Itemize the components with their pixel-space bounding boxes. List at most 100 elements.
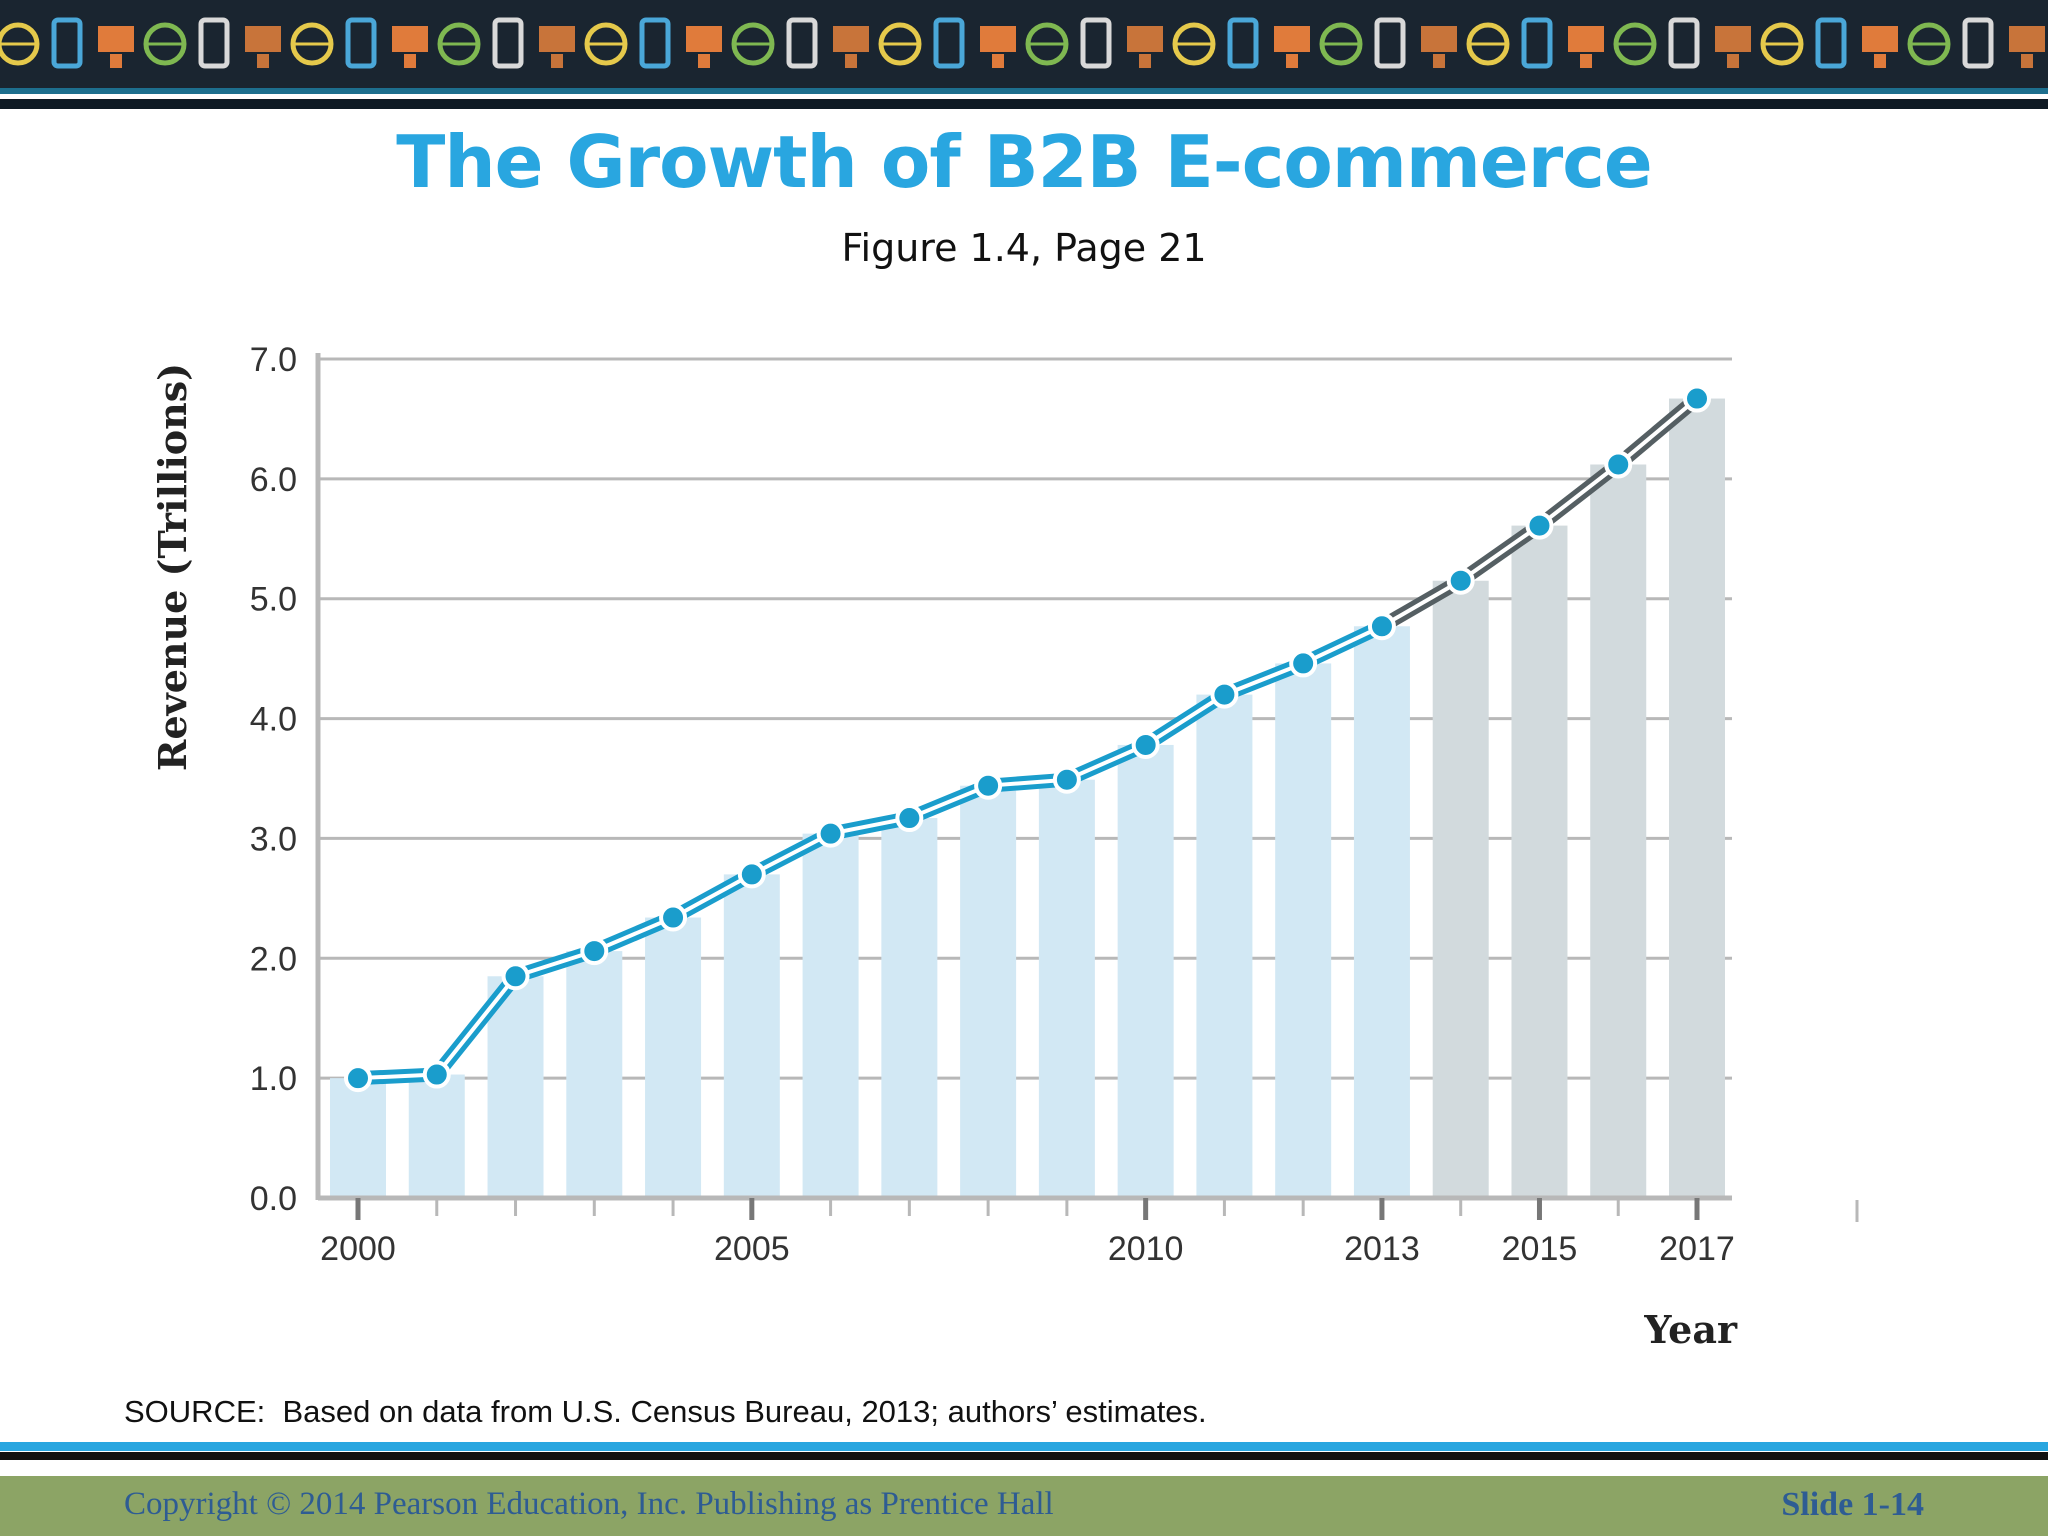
bar-2014: [1432, 580, 1489, 1198]
thumbs-up-icon: [245, 26, 281, 68]
trophy-icon: [1568, 26, 1604, 68]
bar-2004: [645, 917, 702, 1198]
bar-2005: [723, 874, 780, 1198]
point-2010: [1131, 730, 1160, 759]
footer-rule-blue: [0, 1442, 2048, 1451]
x-tick-label-2000: 2000: [320, 1230, 396, 1268]
laptop-icon: [686, 26, 722, 68]
point-2013: [1367, 612, 1396, 641]
slide-subtitle: Figure 1.4, Page 21: [841, 226, 1207, 270]
slide-number: Slide 1-14: [1781, 1486, 1924, 1523]
y-tick-label: 0.0: [250, 1180, 297, 1218]
y-tick-label: 5.0: [250, 581, 297, 619]
y-tick-label: 4.0: [250, 701, 297, 739]
sms-icon: [878, 22, 922, 66]
point-2002: [501, 962, 530, 991]
bar-2002: [487, 976, 544, 1198]
sms-icon: [345, 17, 377, 69]
bar-2008: [960, 785, 1017, 1198]
bar-2015: [1511, 525, 1568, 1198]
mobile-phone-icon: [1715, 26, 1751, 68]
footer-bar: Copyright © 2014 Pearson Education, Inc.…: [0, 1476, 2048, 1536]
point-2005: [737, 860, 766, 889]
bar-2017: [1669, 398, 1725, 1198]
at-sign-icon: [1668, 17, 1700, 69]
x-tick-label-2010: 2010: [1108, 1230, 1184, 1268]
wifi-icon: [1374, 17, 1406, 69]
laptop-icon: [143, 22, 187, 66]
at-sign-icon: [1127, 26, 1163, 68]
point-2015: [1525, 511, 1554, 540]
binders-icon: [980, 26, 1016, 68]
point-2017: [1683, 384, 1711, 413]
banner-divider-dark: [0, 99, 2048, 109]
point-2008: [974, 771, 1003, 800]
chart-labels: 0.0 1.0 2.0 3.0 4.0 5.0 6.0 7.0 2000 2005 2010 2013…: [150, 341, 1738, 1352]
globe-icon: [1613, 22, 1657, 66]
thumbs-up-icon: [786, 17, 818, 69]
point-2016: [1604, 450, 1633, 479]
bar-2009: [1038, 779, 1095, 1198]
mobile-phone-icon: [98, 26, 134, 68]
x-tick-label-2013: 2013: [1344, 1230, 1420, 1268]
point-2004: [659, 903, 688, 932]
globe-icon: [1080, 17, 1112, 69]
chart-bars: [330, 398, 1725, 1199]
point-2011: [1210, 680, 1239, 709]
laptop-icon: [1760, 22, 1804, 66]
binders-icon: [437, 22, 481, 66]
bar-2011: [1196, 694, 1253, 1198]
thumbs-up-icon: [1319, 22, 1363, 66]
trophy-icon: [1025, 22, 1069, 66]
thumbs-up-icon: [1862, 26, 1898, 68]
globe-icon: [539, 26, 575, 68]
copyright-text: Copyright © 2014 Pearson Education, Inc.…: [124, 1486, 1054, 1522]
banner-icons: [0, 17, 2045, 69]
airplane-icon: [1274, 26, 1310, 68]
chart-axes: [315, 353, 1859, 1222]
home-icon: [392, 26, 428, 68]
globe-icon: [0, 22, 40, 66]
point-2014: [1446, 566, 1475, 595]
x-tick-label-2015: 2015: [1502, 1230, 1578, 1268]
header-banner: [0, 0, 2048, 88]
x-tick-label-2005: 2005: [714, 1230, 790, 1268]
wifi-icon: [1907, 22, 1951, 66]
home-icon: [1466, 22, 1510, 66]
bar-2006: [802, 833, 859, 1198]
trophy-icon: [492, 17, 524, 69]
point-2009: [1052, 765, 1081, 794]
bar-2003: [566, 951, 623, 1198]
at-sign-icon: [584, 22, 628, 66]
y-tick-label: 2.0: [250, 940, 297, 978]
airplane-icon: [731, 22, 775, 66]
airplane-icon: [198, 17, 230, 69]
bar-2016: [1590, 464, 1647, 1199]
laptop-icon: [1227, 17, 1259, 69]
footer-rule-dark: [0, 1452, 2048, 1460]
bar-2010: [1117, 744, 1174, 1198]
sms-icon: [1962, 17, 1994, 69]
point-2012: [1289, 649, 1318, 678]
sms-icon: [1421, 26, 1457, 68]
y-axis-label: Revenue (Trillions): [150, 363, 195, 771]
x-tick-label-2017: 2017: [1659, 1230, 1735, 1268]
point-2006: [816, 819, 845, 848]
bar-2012: [1275, 663, 1332, 1198]
y-tick-label: 7.0: [250, 341, 297, 379]
home-icon: [2009, 26, 2045, 68]
slide-title: The Growth of B2B E-commerce: [396, 120, 1652, 204]
chart-line: [344, 384, 1711, 1093]
mobile-phone-icon: [639, 17, 671, 69]
point-2007: [895, 804, 924, 833]
bar-2001: [408, 1074, 465, 1198]
mobile-phone-icon: [1172, 22, 1216, 66]
bar-2007: [881, 818, 938, 1198]
point-2003: [580, 937, 609, 966]
home-icon: [933, 17, 965, 69]
source-note: SOURCE: Based on data from U.S. Census B…: [124, 1394, 1207, 1429]
wifi-icon: [833, 26, 869, 68]
point-2000: [344, 1064, 372, 1093]
y-tick-label: 6.0: [250, 461, 297, 499]
x-axis-label: Year: [1643, 1307, 1738, 1352]
